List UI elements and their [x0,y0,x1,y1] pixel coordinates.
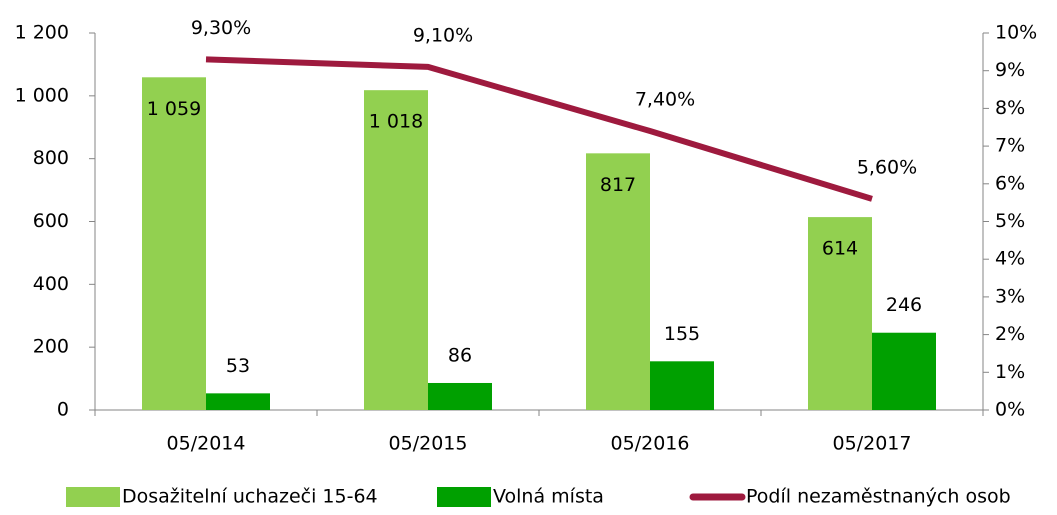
bar [586,153,650,410]
bar [872,332,936,410]
x-tick-label: 05/2017 [833,433,912,455]
data-label: 1 059 [147,98,201,120]
data-label: 817 [600,174,636,196]
bar [808,217,872,410]
x-tick-label: 05/2016 [611,433,690,455]
data-label: 86 [448,344,472,366]
y-tick-label: 1 000 [15,84,69,106]
data-label: 9,10% [413,24,473,46]
y-tick-label: 0 [57,399,69,421]
y-tick-label: 1 200 [15,22,69,44]
bar [142,77,206,411]
bar [428,382,492,410]
y2-tick-label: 0% [995,399,1025,421]
y2-tick-label: 3% [995,285,1025,307]
legend-label: Dosažitelní uchazeči 15-64 [122,486,378,508]
legend-swatch [66,487,120,507]
data-label: 1 018 [369,111,423,133]
y-tick-label: 200 [33,336,69,358]
data-label: 614 [822,238,858,260]
y2-tick-label: 6% [995,172,1025,194]
data-label: 155 [664,323,700,345]
y2-tick-label: 8% [995,97,1025,119]
line [205,56,873,202]
y2-tick-label: 5% [995,210,1025,232]
y2-tick-label: 9% [995,59,1025,81]
y2-tick-label: 1% [995,361,1025,383]
y-tick-label: 800 [33,147,69,169]
x-tick-label: 05/2015 [389,433,468,455]
y2-tick-label: 4% [995,248,1025,270]
bar [650,361,714,410]
data-label: 53 [226,355,250,377]
y-tick-label: 400 [33,273,69,295]
y2-tick-label: 2% [995,323,1025,345]
x-tick-label: 05/2014 [167,433,246,455]
legend-swatch [437,487,491,507]
data-label: 9,30% [191,17,251,39]
y2-tick-label: 7% [995,135,1025,157]
bar [206,393,270,410]
legend-label: Volná místa [493,486,604,508]
y2-tick-label: 10% [995,22,1037,44]
data-label: 7,40% [635,89,695,111]
y-tick-label: 600 [33,210,69,232]
legend-label: Podíl nezaměstnaných osob [746,486,1011,508]
bar [364,90,428,410]
data-label: 5,60% [857,156,917,178]
data-label: 246 [886,294,922,316]
